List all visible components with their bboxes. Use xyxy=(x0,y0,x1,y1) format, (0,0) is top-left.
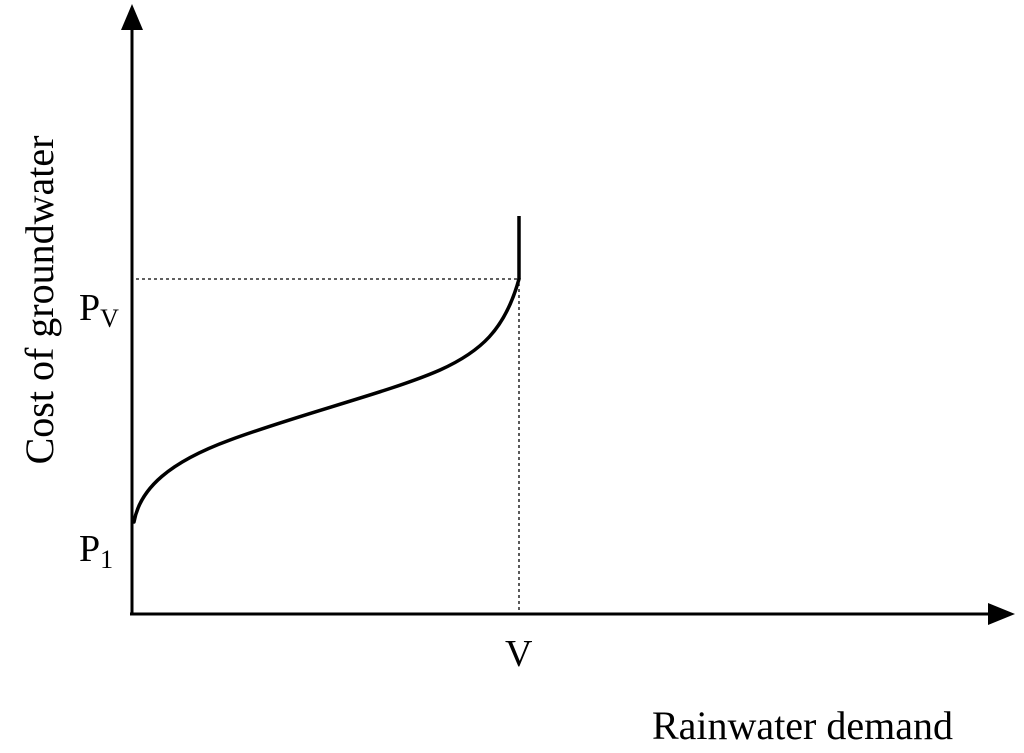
x-axis-arrowhead xyxy=(988,603,1015,625)
x-axis-label: Rainwater demand xyxy=(652,703,953,748)
y-axis-label: Cost of groundwater xyxy=(17,135,62,465)
cost-curve xyxy=(132,277,521,524)
y-axis-arrowhead xyxy=(121,4,143,30)
p1-label: P1 xyxy=(79,528,114,574)
v-label: V xyxy=(505,633,533,675)
pv-label: PV xyxy=(79,287,119,333)
